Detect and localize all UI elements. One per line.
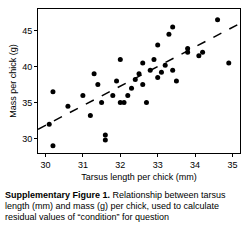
svg-text:30: 30 xyxy=(40,160,50,170)
svg-text:32: 32 xyxy=(115,160,125,170)
svg-text:45: 45 xyxy=(22,26,32,36)
svg-text:Mass per chick (g): Mass per chick (g) xyxy=(8,44,18,118)
svg-text:Tarsus length per chick (mm): Tarsus length per chick (mm) xyxy=(81,172,197,182)
svg-text:31: 31 xyxy=(78,160,88,170)
svg-text:30: 30 xyxy=(22,134,32,144)
svg-text:34: 34 xyxy=(190,160,200,170)
svg-text:35: 35 xyxy=(228,160,238,170)
svg-text:40: 40 xyxy=(22,62,32,72)
svg-text:35: 35 xyxy=(22,98,32,108)
svg-text:33: 33 xyxy=(153,160,163,170)
html-text:Supplementary Figure 1. Relati: Supplementary Figure 1. Relationship bet… xyxy=(5,190,226,222)
